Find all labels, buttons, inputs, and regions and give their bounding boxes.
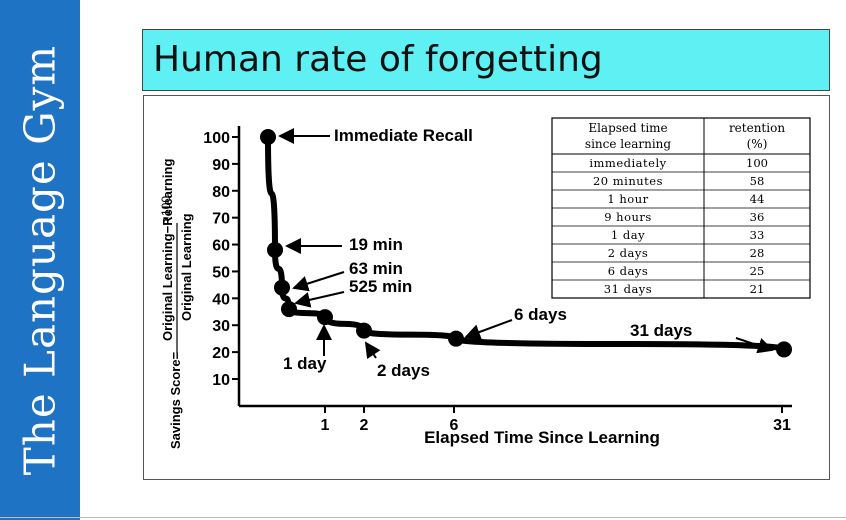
annotation-arrow — [294, 291, 345, 308]
sidebar: The Language Gym — [0, 0, 80, 520]
annotation-arrow — [292, 271, 345, 292]
curve-point — [776, 341, 792, 358]
annotation-label: Immediate Recall — [334, 126, 473, 145]
y-label-denominator: Original Learning — [179, 213, 194, 321]
table-cell-retention: 33 — [750, 228, 765, 242]
annotation-arrow — [364, 341, 381, 360]
y-tick-label: 20 — [212, 345, 230, 362]
table-cell-retention: 25 — [750, 264, 765, 278]
y-label-numerator: Original Learning−Relearning — [160, 159, 175, 341]
chart-frame: 10 20 30 40 50 60 70 80 90 100 1 2 6 31 Elapsed Time S… — [143, 95, 830, 480]
table-cell-retention: 28 — [750, 246, 765, 260]
y-tick-label: 30 — [212, 318, 230, 335]
table-cell-time: 2 days — [608, 246, 649, 260]
table-header-cell: since learning — [585, 137, 671, 151]
table-header-cell: retention — [729, 121, 785, 135]
curve-point — [317, 309, 333, 326]
annotation-label: 2 days — [377, 361, 430, 380]
annotation-label: 19 min — [349, 235, 403, 254]
y-tick-label: 10 — [212, 372, 230, 389]
table-cell-time: 1 hour — [607, 192, 648, 206]
y-tick-label: 100 — [203, 130, 230, 147]
table-cell-time: 6 days — [608, 264, 649, 278]
annotation-label: 525 min — [349, 277, 412, 296]
x-tick-label: 6 — [450, 417, 459, 434]
curve-point — [356, 322, 372, 339]
y-tick-label: 70 — [212, 211, 230, 228]
slide-title: Human rate of forgetting — [153, 39, 603, 80]
table-cell-time: 1 day — [611, 228, 645, 242]
x-axis-label: Elapsed Time Since Learning — [424, 428, 660, 447]
table-cell-retention: 21 — [750, 282, 765, 296]
y-tick-label: 60 — [212, 238, 230, 255]
annotation-arrow — [735, 337, 774, 354]
table-cell-time: 20 minutes — [593, 174, 663, 188]
curve-point — [281, 301, 297, 318]
x-tick-label: 1 — [321, 417, 330, 434]
y-tick-label: 40 — [212, 291, 230, 308]
table-header-cell: Elapsed time — [588, 121, 667, 135]
sidebar-title: The Language Gym — [15, 44, 65, 476]
x-tick-label: 2 — [360, 417, 369, 434]
title-box: Human rate of forgetting — [142, 29, 830, 91]
annotation-label: 6 days — [514, 305, 567, 324]
table-header-cell: (%) — [747, 137, 768, 151]
annotation-label: 63 min — [349, 259, 403, 278]
table-cell-retention: 44 — [750, 192, 765, 206]
annotation-arrow — [464, 319, 513, 340]
annotation-label: 1 day — [283, 354, 327, 373]
forgetting-curve-chart: 10 20 30 40 50 60 70 80 90 100 1 2 6 31 Elapsed Time S… — [159, 117, 811, 449]
y-tick-label: 90 — [212, 157, 230, 174]
curve-point — [260, 129, 276, 145]
table-cell-time: immediately — [589, 156, 666, 170]
y-label-prefix: Savings Score= — [168, 351, 183, 449]
curve-point — [267, 241, 283, 258]
table-cell-retention: 100 — [746, 156, 768, 170]
curve-point — [274, 279, 290, 296]
table-cell-time: 31 days — [604, 282, 652, 296]
slide-bottom-rule — [0, 517, 846, 518]
table-cell-retention: 36 — [750, 210, 765, 224]
curve-point — [448, 330, 464, 347]
annotation-label: 31 days — [630, 321, 692, 340]
x-tick-label: 31 — [773, 417, 791, 434]
y-axis-label: Savings Score= Original Learning−Relearni… — [159, 159, 194, 449]
table-cell-time: 9 hours — [604, 210, 652, 224]
y-tick-label: 50 — [212, 264, 230, 281]
table-cell-retention: 58 — [750, 174, 765, 188]
y-label-suffix: ×100 — [159, 196, 173, 223]
y-tick-label: 80 — [212, 184, 230, 201]
